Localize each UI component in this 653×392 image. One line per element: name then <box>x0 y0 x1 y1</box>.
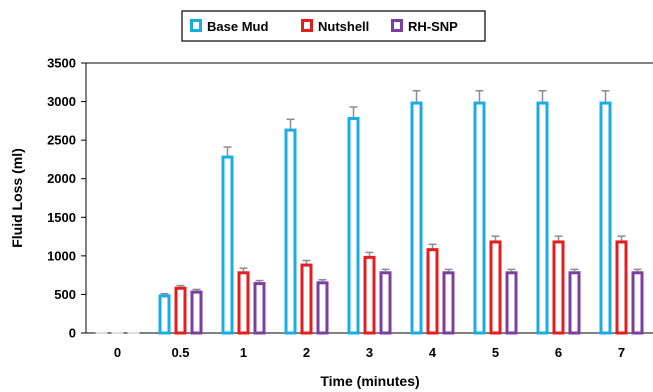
bar-rh-snp <box>379 271 392 335</box>
bar-rh-snp <box>253 282 266 335</box>
bar-rh-snp <box>316 281 329 335</box>
x-tick-label: 3 <box>366 345 373 360</box>
bar-nutshell <box>552 240 565 335</box>
bar-rh-snp <box>505 271 518 335</box>
bar-rh-snp <box>568 271 581 335</box>
y-tick-label: 1000 <box>47 248 76 263</box>
bar-nutshell <box>615 240 628 335</box>
x-tick-label: 7 <box>618 345 625 360</box>
legend-label: Base Mud <box>207 19 268 34</box>
bar-nutshell <box>426 248 439 335</box>
y-axis-title: Fluid Loss (ml) <box>9 148 25 248</box>
y-tick-label: 2000 <box>47 171 76 186</box>
bar-nutshell <box>363 255 376 335</box>
bar-nutshell <box>489 240 502 335</box>
bar-nutshell <box>300 263 313 335</box>
bar-base-mud <box>536 101 549 335</box>
legend-swatch-nutshell <box>301 19 313 32</box>
legend-label: RH-SNP <box>408 19 458 34</box>
bar-rh-snp <box>631 271 644 335</box>
bar-base-mud <box>599 101 612 335</box>
legend-label: Nutshell <box>318 19 369 34</box>
x-tick-label: 4 <box>429 345 437 360</box>
bar-nutshell <box>237 271 250 335</box>
legend-swatch-base-mud <box>190 19 202 32</box>
bar-base-mud <box>473 101 486 335</box>
y-tick-label: 1500 <box>47 210 76 225</box>
x-tick-label: 1 <box>240 345 247 360</box>
x-tick-label: 5 <box>492 345 499 360</box>
bar-base-mud <box>221 155 234 335</box>
x-axis-title: Time (minutes) <box>320 373 419 389</box>
y-tick-label: 3000 <box>47 94 76 109</box>
bar-base-mud <box>410 101 423 335</box>
legend-swatch-rh-snp <box>391 19 403 32</box>
bar-base-mud <box>347 117 360 335</box>
x-tick-label: 0.5 <box>171 345 189 360</box>
y-tick-label: 3500 <box>47 56 76 71</box>
bar-rh-snp <box>442 271 455 335</box>
x-tick-label: 2 <box>303 345 310 360</box>
y-tick-label: 0 <box>69 326 76 341</box>
plot-area: 0 500 1000 1500 2000 2500 3000 3500 0 0.5 1 2 3 4 5 6 7 <box>47 56 653 360</box>
bar-nutshell <box>174 286 187 335</box>
y-tick-label: 2500 <box>47 133 76 148</box>
legend-box <box>181 10 486 42</box>
y-tick-label: 500 <box>54 287 76 302</box>
bar-rh-snp <box>190 290 203 335</box>
x-tick-label: 6 <box>555 345 562 360</box>
bar-base-mud <box>284 128 297 335</box>
x-tick-label: 0 <box>114 345 121 360</box>
legend: Base Mud Nutshell RH-SNP <box>181 10 486 42</box>
bar-base-mud <box>158 294 171 335</box>
